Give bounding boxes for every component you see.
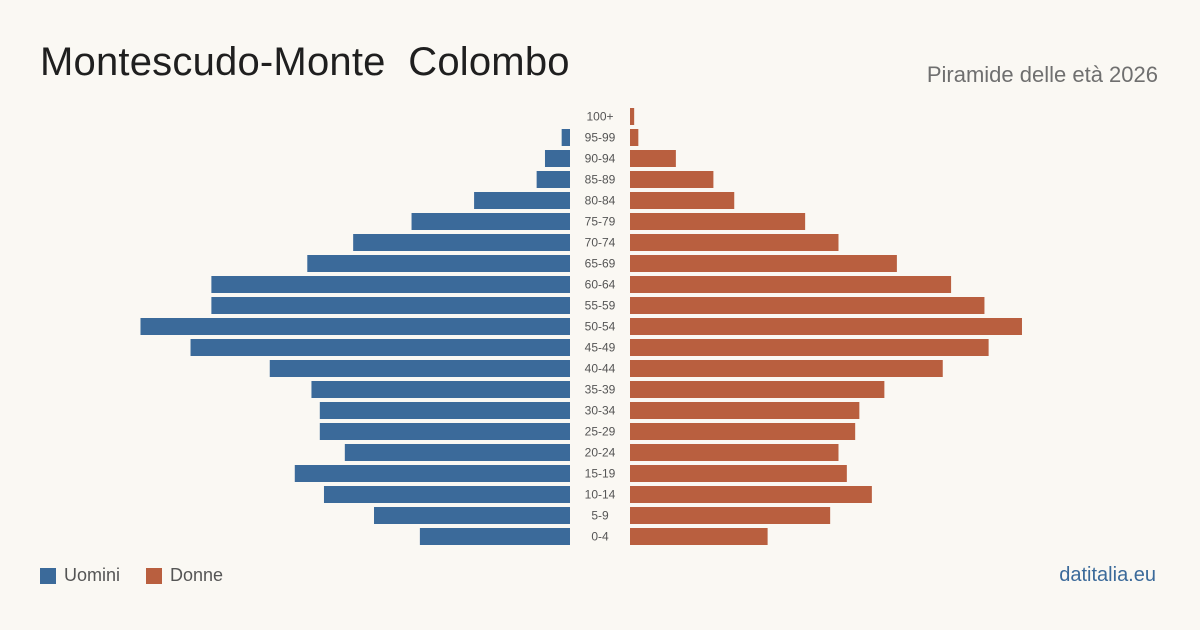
bar-female-25-29	[630, 423, 856, 440]
bar-female-40-44	[630, 360, 943, 377]
age-label-55-59: 55-59	[585, 299, 616, 313]
bar-female-100+	[630, 108, 635, 125]
bar-female-70-74	[630, 234, 839, 251]
bar-female-5-9	[630, 507, 831, 524]
bar-male-0-4	[419, 528, 570, 545]
legend-item-male: Uomini	[40, 565, 120, 586]
legend-item-female: Donne	[146, 565, 223, 586]
legend-label-female: Donne	[170, 565, 224, 585]
age-label-15-19: 15-19	[585, 467, 616, 481]
age-label-5-9: 5-9	[591, 509, 609, 523]
chart-title: Montescudo-Monte Colombo	[40, 40, 570, 84]
bar-female-65-69	[630, 255, 897, 272]
age-label-0-4: 0-4	[591, 530, 609, 544]
bar-male-70-74	[353, 234, 570, 251]
bar-female-30-34	[630, 402, 860, 419]
bar-male-55-59	[211, 297, 570, 314]
brand-link[interactable]: datitalia.eu	[1059, 564, 1156, 586]
age-label-40-44: 40-44	[585, 362, 616, 376]
bar-female-50-54	[630, 318, 1022, 335]
age-label-100+: 100+	[586, 110, 613, 124]
age-label-10-14: 10-14	[585, 488, 616, 502]
age-label-95-99: 95-99	[585, 131, 616, 145]
bar-male-45-49	[190, 339, 570, 356]
bar-male-95-99	[561, 129, 570, 146]
bar-male-60-64	[211, 276, 570, 293]
age-label-25-29: 25-29	[585, 425, 616, 439]
bar-female-45-49	[630, 339, 989, 356]
chart-subtitle: Piramide delle età 2026	[926, 62, 1158, 87]
bar-female-55-59	[630, 297, 985, 314]
legend-swatch-female	[146, 567, 163, 584]
age-label-50-54: 50-54	[585, 320, 616, 334]
age-label-20-24: 20-24	[585, 446, 616, 460]
age-label-45-49: 45-49	[585, 341, 616, 355]
bar-female-90-94	[630, 150, 676, 167]
age-label-85-89: 85-89	[585, 173, 616, 187]
age-label-65-69: 65-69	[585, 257, 616, 271]
bar-male-20-24	[344, 444, 570, 461]
bar-female-20-24	[630, 444, 839, 461]
bar-female-0-4	[630, 528, 768, 545]
legend-swatch-male	[40, 567, 56, 584]
bar-female-75-79	[630, 213, 806, 230]
legend: Uomini Donne	[40, 565, 223, 586]
bar-male-40-44	[269, 360, 570, 377]
age-label-60-64: 60-64	[585, 278, 616, 292]
bar-male-50-54	[140, 318, 571, 335]
bar-female-10-14	[630, 486, 872, 503]
bar-female-60-64	[630, 276, 952, 293]
bar-female-15-19	[630, 465, 847, 482]
bar-male-30-34	[319, 402, 570, 419]
age-label-80-84: 80-84	[585, 194, 616, 208]
legend-label-male: Uomini	[64, 565, 121, 585]
bar-male-35-39	[311, 381, 570, 398]
bar-male-5-9	[374, 507, 570, 524]
bar-female-80-84	[630, 192, 735, 209]
bar-male-75-79	[411, 213, 570, 230]
bar-male-10-14	[323, 486, 570, 503]
bar-female-95-99	[630, 129, 639, 146]
bar-female-85-89	[630, 171, 714, 188]
bar-male-65-69	[307, 255, 570, 272]
age-label-90-94: 90-94	[585, 152, 616, 166]
bar-male-80-84	[474, 192, 570, 209]
bar-male-15-19	[294, 465, 570, 482]
bar-male-25-29	[319, 423, 570, 440]
age-label-70-74: 70-74	[585, 236, 616, 250]
age-label-35-39: 35-39	[585, 383, 616, 397]
bar-male-85-89	[536, 171, 570, 188]
bar-male-90-94	[544, 150, 570, 167]
age-label-30-34: 30-34	[585, 404, 616, 418]
bar-female-35-39	[630, 381, 885, 398]
age-label-75-79: 75-79	[585, 215, 616, 229]
